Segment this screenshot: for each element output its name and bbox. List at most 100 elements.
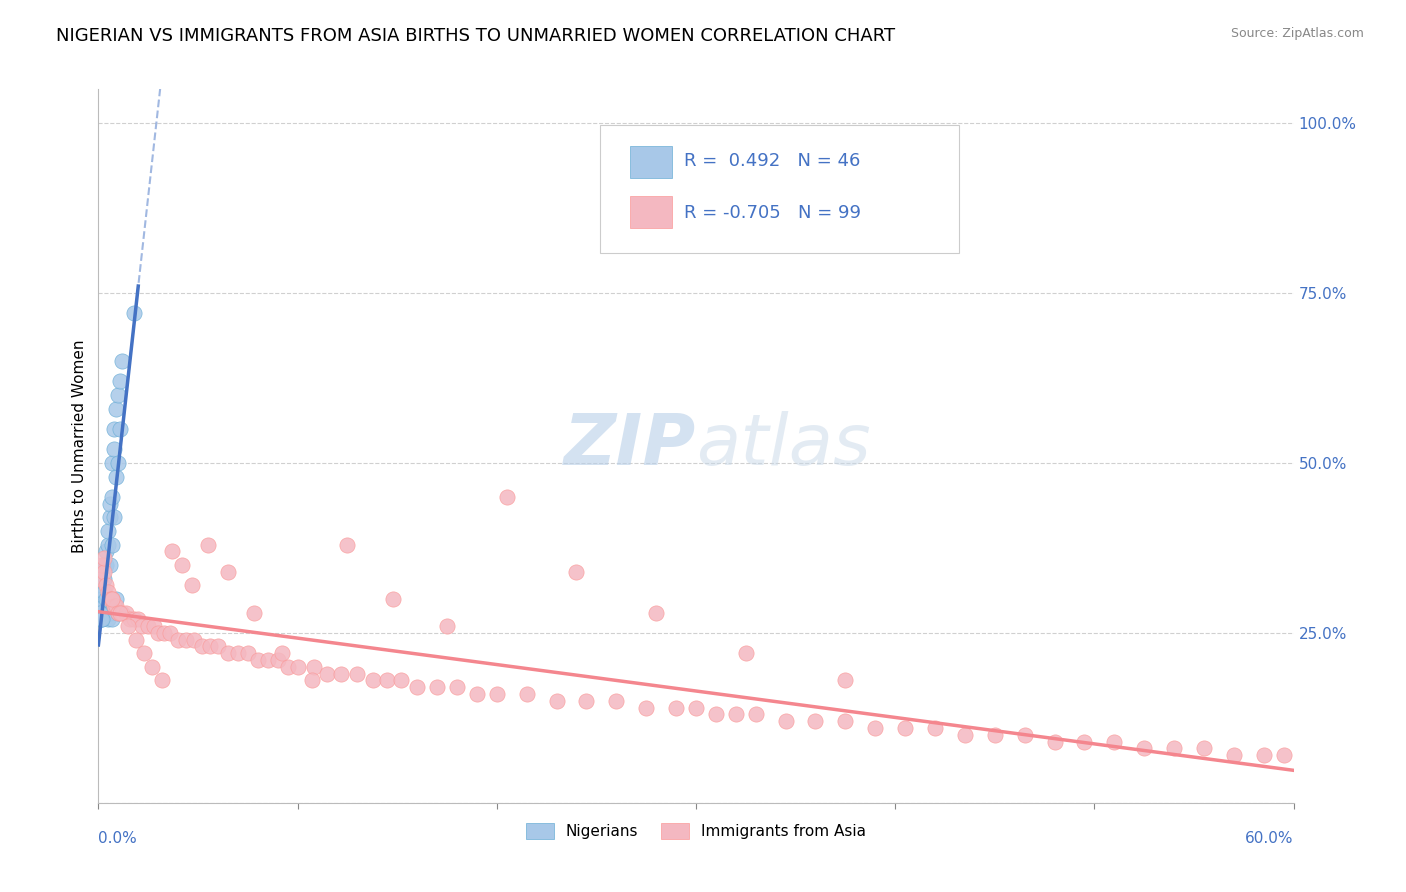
Point [336, 537, 359, 551]
Point [217, 646, 239, 660]
FancyBboxPatch shape [600, 125, 959, 253]
Point [90, 612, 112, 626]
Point [645, 606, 668, 620]
Point [834, 714, 856, 729]
Point [98, 558, 122, 572]
Point [115, 606, 138, 620]
Point [575, 694, 598, 708]
Point [103, 442, 125, 457]
Point [346, 666, 368, 681]
Point [89, 612, 111, 626]
Point [90, 599, 112, 613]
Point [127, 612, 149, 626]
Point [110, 375, 132, 389]
Point [1073, 734, 1095, 748]
Point [198, 640, 221, 654]
Point [605, 694, 627, 708]
Point [150, 673, 173, 688]
Point [1253, 748, 1275, 763]
Point [103, 599, 125, 613]
Point [745, 707, 768, 722]
Point [98, 497, 122, 511]
Point [267, 653, 290, 667]
Point [197, 537, 219, 551]
Point [101, 490, 124, 504]
FancyBboxPatch shape [630, 196, 672, 228]
Text: atlas: atlas [696, 411, 870, 481]
Point [191, 640, 214, 654]
Point [93, 558, 115, 572]
Point [256, 653, 278, 667]
Point [97, 612, 120, 626]
Point [724, 707, 747, 722]
Point [89, 606, 111, 620]
Point [1163, 741, 1185, 756]
Point [96, 578, 118, 592]
Point [894, 721, 917, 735]
Point [110, 606, 132, 620]
Point [1192, 741, 1215, 756]
Point [111, 354, 134, 368]
Point [96, 606, 118, 620]
Point [120, 612, 142, 626]
Point [174, 632, 197, 647]
Point [97, 524, 120, 538]
Point [148, 626, 170, 640]
Point [111, 606, 134, 620]
Point [101, 591, 124, 606]
Point [110, 422, 132, 436]
Point [236, 646, 259, 660]
Point [685, 700, 707, 714]
Point [93, 585, 115, 599]
Point [389, 673, 412, 688]
Text: 60.0%: 60.0% [1246, 831, 1294, 847]
Point [804, 714, 827, 729]
Point [1223, 748, 1246, 763]
Point [93, 551, 115, 566]
Point [1272, 748, 1295, 763]
Point [97, 591, 120, 606]
Point [1014, 728, 1036, 742]
Point [924, 721, 946, 735]
Point [153, 626, 176, 640]
Point [207, 640, 229, 654]
Point [124, 612, 146, 626]
Point [465, 687, 488, 701]
Point [98, 510, 122, 524]
Point [246, 653, 269, 667]
Point [406, 680, 429, 694]
Point [103, 599, 125, 613]
Point [984, 728, 1007, 742]
Point [105, 591, 128, 606]
Point [91, 606, 114, 620]
Point [546, 694, 568, 708]
Point [93, 565, 115, 579]
Point [107, 606, 129, 620]
Point [131, 619, 153, 633]
Point [96, 544, 118, 558]
Point [134, 646, 156, 660]
Point [495, 490, 517, 504]
Point [136, 619, 159, 633]
Point [330, 666, 353, 681]
Point [103, 510, 125, 524]
Point [446, 680, 468, 694]
Point [125, 632, 148, 647]
Point [124, 306, 146, 320]
Point [183, 632, 205, 647]
Point [382, 591, 405, 606]
Point [101, 612, 124, 626]
Point [1133, 741, 1156, 756]
Point [107, 456, 129, 470]
Point [270, 646, 292, 660]
Point [98, 606, 122, 620]
Point [181, 578, 204, 592]
Legend: Nigerians, Immigrants from Asia: Nigerians, Immigrants from Asia [520, 817, 872, 845]
Point [96, 591, 118, 606]
Point [160, 544, 183, 558]
Y-axis label: Births to Unmarried Women: Births to Unmarried Women [72, 339, 87, 553]
Point [98, 591, 122, 606]
Point [316, 666, 339, 681]
Point [91, 558, 114, 572]
Text: NIGERIAN VS IMMIGRANTS FROM ASIA BIRTHS TO UNMARRIED WOMEN CORRELATION CHART: NIGERIAN VS IMMIGRANTS FROM ASIA BIRTHS … [56, 27, 896, 45]
